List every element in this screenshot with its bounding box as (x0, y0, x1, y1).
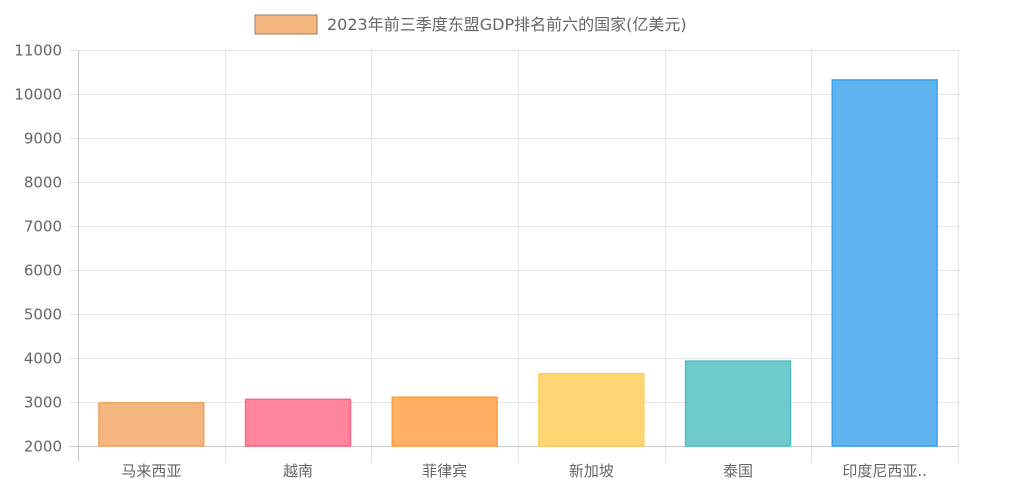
legend-label[interactable]: 2023年前三季度东盟GDP排名前六的国家(亿美元) (327, 15, 687, 34)
y-axis: 2000 3000 4000 5000 6000 7000 8000 9000 10000 110… (14, 42, 62, 456)
bar[interactable] (98, 402, 205, 447)
y-tick-label: 10000 (14, 86, 62, 104)
y-tick-label: 7000 (24, 218, 62, 236)
y-tick-label: 5000 (24, 306, 62, 324)
grid-lines (70, 50, 959, 462)
x-tick-label: 马来西亚 (121, 462, 181, 480)
bar[interactable] (391, 396, 498, 447)
x-tick-label: 越南 (283, 462, 313, 480)
y-tick-label: 3000 (24, 394, 62, 412)
bar[interactable] (831, 79, 938, 447)
bar[interactable] (244, 398, 352, 447)
x-axis: 马来西亚 越南 菲律宾 新加坡 泰国 印度尼西亚.. (121, 462, 927, 480)
x-tick-label: 印度尼西亚.. (842, 462, 927, 480)
bar[interactable] (684, 360, 792, 447)
bar[interactable] (538, 373, 645, 447)
bar-series[interactable] (98, 79, 938, 447)
legend-swatch[interactable] (254, 14, 318, 35)
y-tick-label: 11000 (14, 42, 62, 60)
y-tick-label: 2000 (24, 438, 62, 456)
y-tick-label: 8000 (24, 174, 62, 192)
x-tick-label: 泰国 (723, 462, 753, 480)
legend[interactable]: 2023年前三季度东盟GDP排名前六的国家(亿美元) (254, 14, 687, 35)
x-tick-label: 新加坡 (569, 462, 614, 480)
y-tick-label: 9000 (24, 130, 62, 148)
y-tick-label: 6000 (24, 262, 62, 280)
x-tick-label: 菲律宾 (422, 462, 467, 480)
y-tick-label: 4000 (24, 350, 62, 368)
